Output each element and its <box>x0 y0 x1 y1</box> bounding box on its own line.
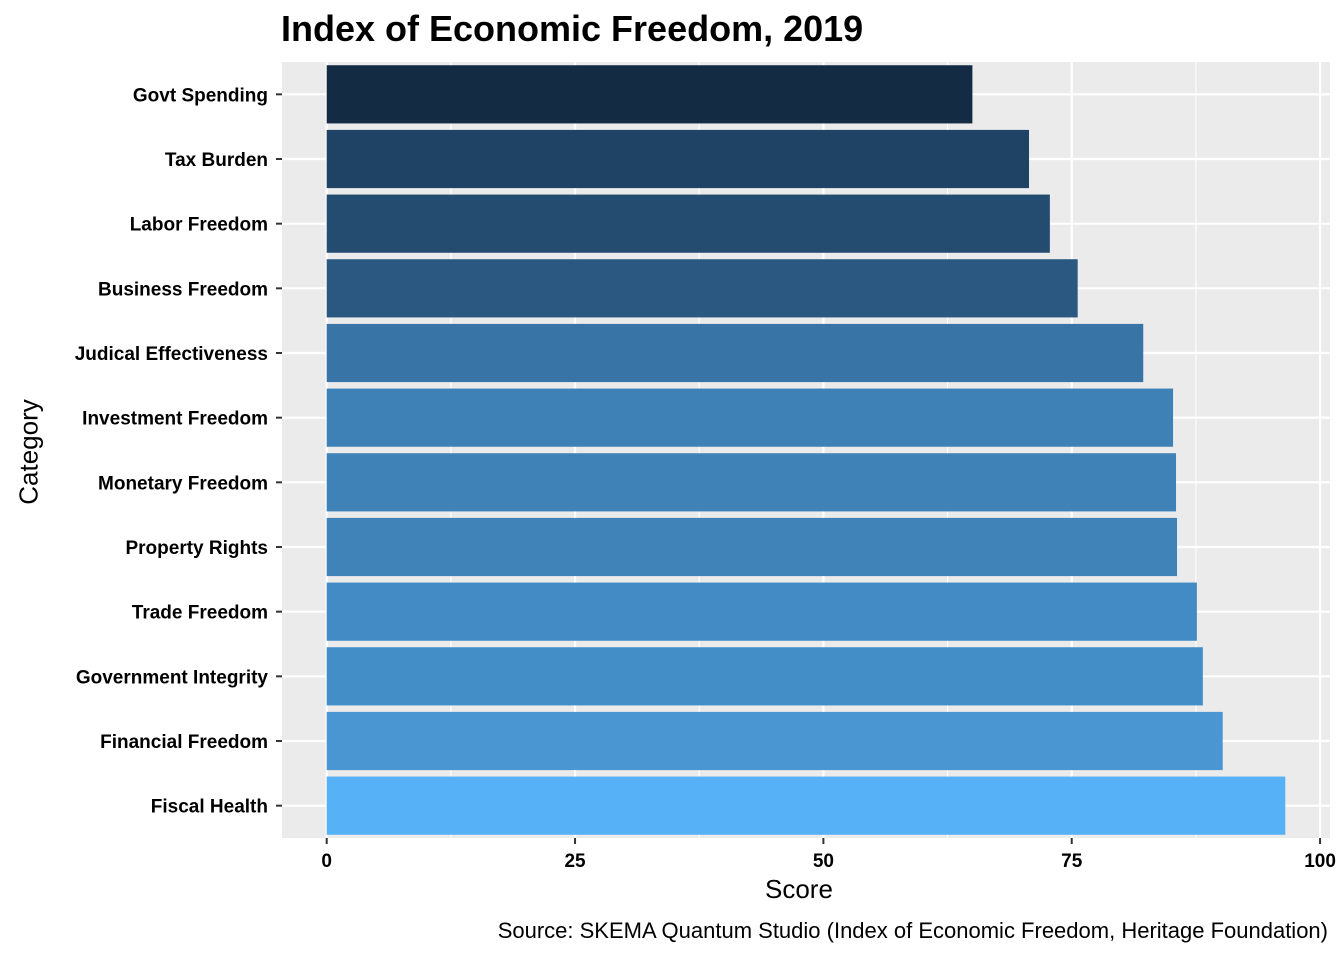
x-tick-label: 50 <box>813 851 834 872</box>
category-label: Government Integrity <box>76 667 269 688</box>
bar <box>326 453 1177 512</box>
bar <box>326 194 1050 253</box>
bar <box>326 259 1078 318</box>
bar <box>326 582 1197 641</box>
category-label: Business Freedom <box>98 279 268 300</box>
bar <box>326 711 1223 771</box>
x-tick-label: 100 <box>1304 851 1336 872</box>
x-tick-label: 75 <box>1061 851 1083 872</box>
category-label: Investment Freedom <box>82 409 268 430</box>
plot-panel <box>282 62 1330 838</box>
category-label: Labor Freedom <box>130 215 268 236</box>
category-label: Tax Burden <box>165 150 268 171</box>
bar <box>326 517 1178 577</box>
category-label: Fiscal Health <box>151 797 268 818</box>
y-axis-ticks: Govt Spending Tax Burden Labor Freedom Busi… <box>75 85 282 818</box>
y-axis-title: Category <box>13 399 44 505</box>
bars <box>326 65 1286 835</box>
category-label: Monetary Freedom <box>98 473 268 494</box>
x-tick-label: 25 <box>564 851 586 872</box>
category-label: Trade Freedom <box>132 603 268 624</box>
category-label: Property Rights <box>125 538 268 559</box>
bar <box>326 323 1144 383</box>
x-axis-ticks: 0 25 50 75 100 <box>321 838 1336 872</box>
x-tick-label: 0 <box>321 851 332 872</box>
bar <box>326 647 1203 706</box>
source-caption: Source: SKEMA Quantum Studio (Index of E… <box>497 918 1328 943</box>
bar <box>326 388 1174 447</box>
bar <box>326 65 973 124</box>
x-axis-title: Score <box>765 874 833 904</box>
category-label: Financial Freedom <box>100 732 268 753</box>
bar <box>326 776 1286 835</box>
category-label: Govt Spending <box>133 85 268 106</box>
category-label: Judical Effectiveness <box>75 344 268 365</box>
bar <box>326 129 1030 189</box>
chart-title: Index of Economic Freedom, 2019 <box>281 8 864 49</box>
